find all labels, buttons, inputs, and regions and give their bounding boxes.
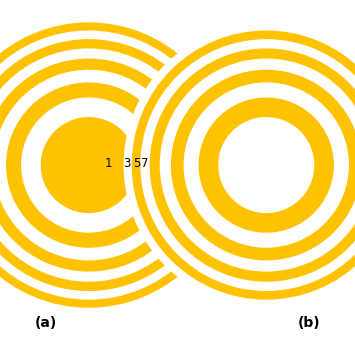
Circle shape	[132, 31, 355, 299]
Circle shape	[0, 40, 214, 290]
Circle shape	[184, 83, 348, 247]
Text: 3: 3	[124, 157, 131, 170]
Text: (a): (a)	[35, 316, 57, 330]
Circle shape	[0, 23, 231, 307]
Circle shape	[0, 59, 195, 271]
Circle shape	[150, 49, 355, 281]
Circle shape	[42, 118, 136, 212]
Circle shape	[0, 49, 205, 281]
Circle shape	[199, 98, 333, 232]
Text: (b): (b)	[297, 316, 320, 330]
Circle shape	[7, 83, 171, 247]
Circle shape	[0, 70, 184, 260]
Circle shape	[141, 40, 355, 290]
Circle shape	[0, 31, 223, 299]
Text: 5: 5	[133, 157, 141, 170]
Circle shape	[22, 98, 156, 232]
Circle shape	[171, 70, 355, 260]
Circle shape	[124, 23, 355, 307]
Circle shape	[219, 118, 313, 212]
Circle shape	[160, 59, 355, 271]
Text: 7: 7	[141, 157, 149, 170]
Text: 1: 1	[104, 157, 112, 170]
